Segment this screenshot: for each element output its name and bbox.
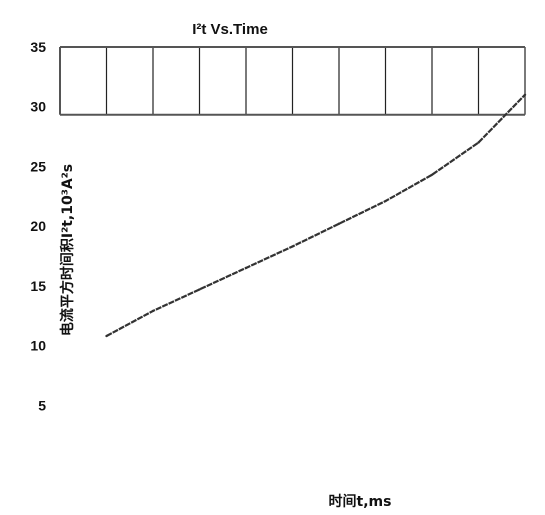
data-point <box>291 245 294 248</box>
data-point <box>198 288 201 291</box>
series-line <box>105 94 526 337</box>
series-group <box>105 93 527 338</box>
y-tick-label: 20 <box>30 218 46 234</box>
y-tick-label: 25 <box>30 158 46 174</box>
data-point <box>337 222 341 225</box>
data-point <box>477 141 480 144</box>
y-tick-label: 10 <box>30 338 46 354</box>
y-tick-label: 30 <box>30 99 46 115</box>
y-tick-label: 35 <box>30 39 46 55</box>
data-point <box>523 93 527 96</box>
x-axis-label: 时间t,ms <box>329 493 392 510</box>
y-tick-label: 15 <box>30 278 46 294</box>
data-point <box>430 173 434 176</box>
y-tick-label: 5 <box>38 397 46 413</box>
chart-title: I²t Vs.Time <box>192 21 268 38</box>
grid <box>59 46 526 116</box>
y-axis-label: 电流平方时间积I²t,10³A²s <box>59 164 76 336</box>
y-tick-labels: 5 10 15 20 25 30 35 <box>30 39 46 413</box>
data-point <box>151 309 155 313</box>
data-point <box>384 199 387 203</box>
data-point <box>244 266 248 270</box>
data-point <box>105 334 108 338</box>
